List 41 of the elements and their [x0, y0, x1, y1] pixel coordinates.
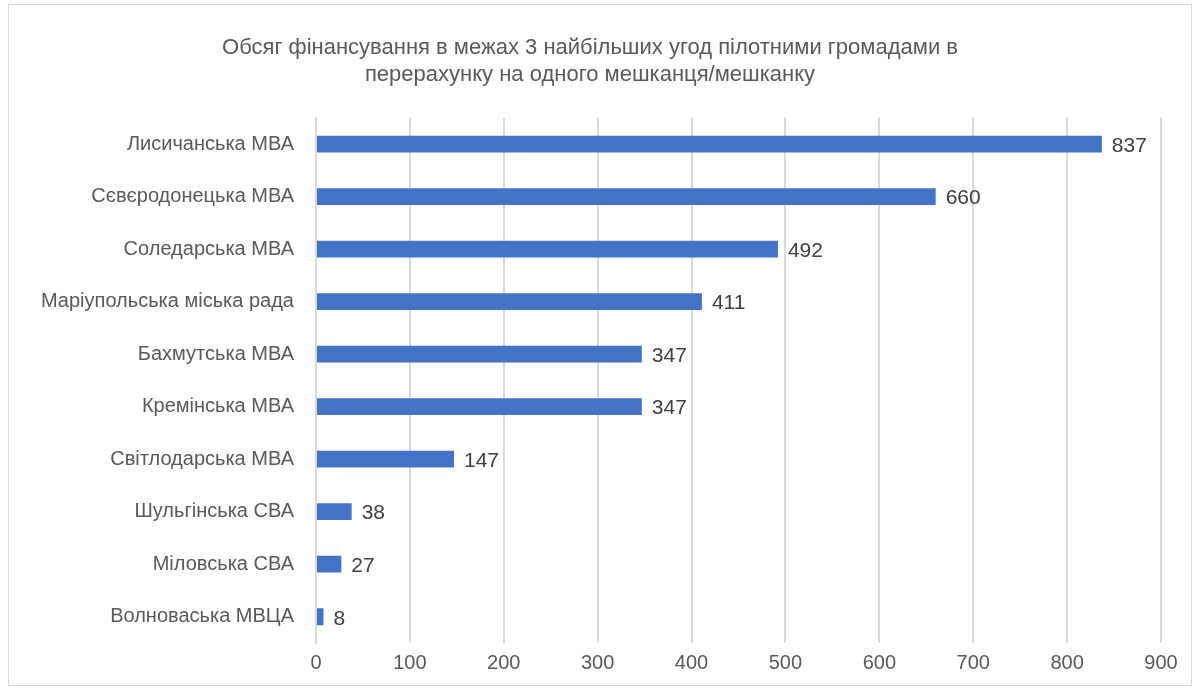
data-label: 660 — [945, 185, 981, 209]
x-tick-label: 200 — [487, 650, 521, 673]
x-tick-label: 900 — [1144, 650, 1178, 673]
y-tick-label: Волноваська МВЦА — [110, 604, 295, 627]
x-tick-label: 500 — [768, 650, 803, 673]
bar — [316, 293, 702, 311]
bar — [316, 555, 342, 573]
y-tick-label: Маріупольська міська рада — [40, 289, 295, 312]
bar — [316, 240, 778, 258]
bar — [316, 135, 1102, 153]
y-tick-label: Міловська СВА — [152, 551, 295, 574]
data-label: 411 — [711, 290, 746, 314]
data-label: 347 — [651, 395, 687, 419]
bar — [316, 450, 455, 468]
data-label: 8 — [333, 605, 346, 629]
chart-title: Обсяг фінансування в межах 3 найбільших угод пілотними громадами в перерахунку на одного мешканця/мешканку — [222, 34, 958, 86]
y-tick-label: Світлодарська МВА — [110, 446, 295, 469]
bar — [316, 608, 324, 626]
y-tick-label: Кремінська МВА — [141, 394, 295, 417]
data-label: 347 — [651, 342, 687, 366]
data-label: 27 — [351, 553, 375, 577]
data-label: 38 — [361, 500, 386, 524]
y-tick-label: Шульгінська СВА — [134, 499, 295, 522]
y-tick-label: Сєвєродонецька МВА — [91, 184, 295, 207]
x-tick-label: 700 — [956, 650, 990, 673]
y-tick-label: Соледарська МВА — [123, 236, 295, 259]
x-tick-label: 100 — [393, 650, 427, 673]
y-tick-label: Бахмутська МВА — [137, 341, 295, 364]
x-tick-label: 600 — [862, 650, 897, 673]
data-label: 147 — [464, 447, 500, 471]
data-label: 492 — [787, 237, 823, 261]
x-tick-label: 800 — [1050, 650, 1084, 673]
x-tick-label: 0 — [310, 650, 322, 673]
bar — [316, 188, 936, 205]
y-tick-label: Лисичанська МВА — [126, 131, 295, 154]
x-tick-label: 400 — [674, 650, 709, 673]
data-label: 837 — [1111, 132, 1147, 156]
bar — [316, 503, 352, 521]
bar — [316, 398, 642, 416]
x-tick-label: 300 — [580, 650, 615, 673]
bar — [316, 345, 642, 363]
